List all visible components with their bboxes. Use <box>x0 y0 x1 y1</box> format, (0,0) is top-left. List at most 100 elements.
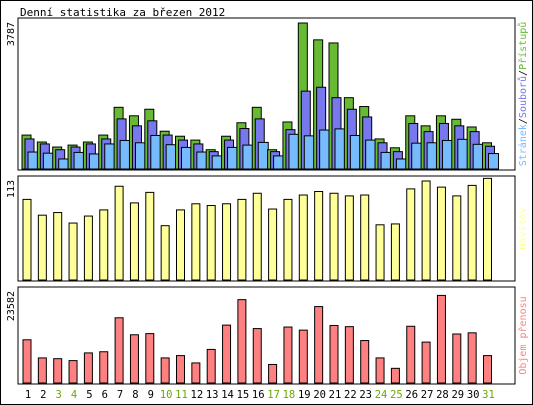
bar-visitors-day-23 <box>360 194 370 281</box>
bar-visitors-day-8 <box>129 202 139 281</box>
x-tick-label-24: 24 <box>375 389 388 401</box>
bar-visitors-day-31 <box>483 177 492 281</box>
bar-transfer-day-24 <box>375 357 385 384</box>
chart-panel-3: 23582 Objem přenosu <box>6 286 529 385</box>
bar-transfer-day-26 <box>406 325 416 384</box>
bar-transfer-day-15 <box>237 299 247 384</box>
bar-visitors-day-3 <box>53 212 63 281</box>
x-tick-label-12: 12 <box>191 389 204 401</box>
bar-stránek-day-5 <box>88 153 100 170</box>
x-tick-label-28: 28 <box>436 389 449 401</box>
x-tick-label-11: 11 <box>175 389 188 401</box>
bar-stránek-day-13 <box>211 155 223 170</box>
bar-stránek-day-12 <box>196 151 208 170</box>
bar-stránek-day-20 <box>319 129 331 170</box>
bar-transfer-day-31 <box>483 355 492 384</box>
bar-stránek-day-31 <box>488 153 499 170</box>
x-tick-label-1: 1 <box>25 389 31 401</box>
bar-visitors-day-15 <box>237 198 247 281</box>
bar-stránek-day-1 <box>27 151 39 170</box>
bar-transfer-day-20 <box>314 306 324 384</box>
bar-visitors-day-4 <box>68 222 78 281</box>
legend-part-1: Stránek <box>517 124 529 166</box>
bar-stránek-day-11 <box>181 146 192 170</box>
legend-part-1: Návštěv <box>517 207 529 249</box>
bar-stránek-day-15 <box>242 144 254 170</box>
legend-part-2: / <box>518 118 529 124</box>
bar-visitors-day-9 <box>145 191 155 281</box>
bar-stránek-day-29 <box>457 138 469 170</box>
bar-transfer-day-2 <box>37 357 47 384</box>
bar-stránek-day-9 <box>150 134 162 170</box>
series-legend-label: Návštěv <box>517 207 529 249</box>
x-tick-label-5: 5 <box>86 389 92 401</box>
bar-stránek-day-6 <box>104 143 116 170</box>
bar-transfer-day-4 <box>68 360 78 384</box>
x-tick-label-10: 10 <box>160 389 173 401</box>
bar-visitors-day-25 <box>390 223 400 281</box>
x-tick-label-2: 2 <box>40 389 46 401</box>
bar-transfer-day-9 <box>145 333 155 384</box>
legend-part-5: Přístupů <box>517 22 529 70</box>
bar-visitors-day-11 <box>176 209 185 281</box>
x-tick-label-9: 9 <box>148 389 154 401</box>
bar-stránek-day-26 <box>411 142 423 170</box>
bar-stránek-day-2 <box>42 152 54 170</box>
bar-stránek-day-17 <box>273 155 285 170</box>
x-tick-label-19: 19 <box>298 389 311 401</box>
x-tick-label-30: 30 <box>467 389 480 401</box>
bar-transfer-day-13 <box>206 348 216 384</box>
bar-transfer-day-23 <box>360 340 370 384</box>
bar-stránek-day-18 <box>288 133 300 170</box>
bar-stránek-day-24 <box>380 151 392 170</box>
x-tick-label-4: 4 <box>71 389 77 401</box>
x-tick-label-27: 27 <box>421 389 434 401</box>
bar-visitors-day-5 <box>83 215 93 281</box>
legend-part-1: Objem přenosu <box>517 296 529 374</box>
x-tick-label-13: 13 <box>206 389 219 401</box>
x-tick-label-26: 26 <box>405 389 418 401</box>
bar-transfer-day-28 <box>436 294 446 384</box>
bar-transfer-day-10 <box>160 357 170 384</box>
bar-transfer-day-11 <box>176 355 185 384</box>
x-tick-label-6: 6 <box>102 389 108 401</box>
bar-stránek-day-21 <box>334 128 346 170</box>
bar-visitors-day-18 <box>283 198 293 281</box>
bar-visitors-day-14 <box>222 203 232 281</box>
bar-transfer-day-16 <box>252 328 262 384</box>
bar-transfer-day-6 <box>99 351 109 384</box>
bar-visitors-day-20 <box>314 191 324 281</box>
y-max-label: 113 <box>6 180 17 198</box>
bar-stránek-day-27 <box>426 142 438 170</box>
bar-visitors-day-29 <box>452 195 462 281</box>
x-tick-label-14: 14 <box>221 389 234 401</box>
bar-visitors-day-28 <box>436 186 446 281</box>
bar-transfer-day-12 <box>191 362 201 384</box>
legend-part-4: / <box>518 70 529 76</box>
bar-visitors-day-13 <box>206 205 216 281</box>
bar-transfer-day-19 <box>298 329 308 384</box>
bar-visitors-day-26 <box>406 188 416 281</box>
bar-transfer-day-29 <box>452 333 462 384</box>
x-tick-label-3: 3 <box>56 389 62 401</box>
bar-stránek-day-8 <box>134 142 146 170</box>
x-tick-label-25: 25 <box>390 389 403 401</box>
bar-visitors-day-22 <box>344 195 354 281</box>
x-tick-label-20: 20 <box>313 389 326 401</box>
bar-stránek-day-10 <box>165 144 177 170</box>
bar-visitors-day-12 <box>191 203 201 281</box>
x-tick-label-21: 21 <box>329 389 342 401</box>
x-tick-label-29: 29 <box>451 389 464 401</box>
bar-transfer-day-14 <box>222 324 232 384</box>
legend-part-3: Souborů <box>517 76 529 118</box>
x-tick-label-22: 22 <box>344 389 357 401</box>
chart-title: Denní statistika za březen 2012 <box>20 6 225 19</box>
y-max-label: 3787 <box>6 22 17 46</box>
bar-stránek-day-22 <box>349 134 361 170</box>
bar-visitors-day-27 <box>421 180 431 281</box>
bar-transfer-day-17 <box>268 363 278 384</box>
chart-panel-2: 113 Návštěv <box>6 175 529 282</box>
series-legend-label: Stránek/Souborů/Přístupů <box>517 22 529 167</box>
